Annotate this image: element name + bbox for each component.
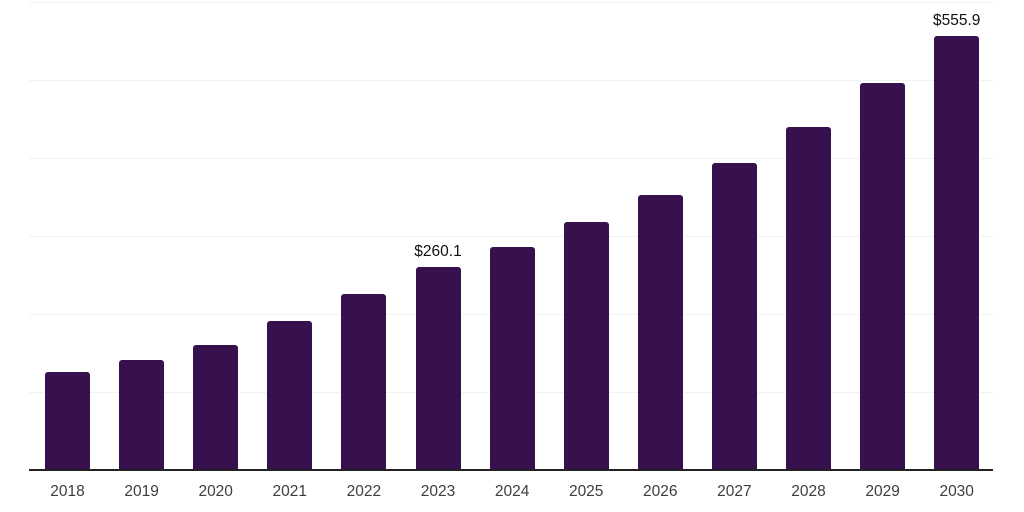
x-tick-2027: 2027 (717, 483, 752, 500)
x-tick-2024: 2024 (494, 483, 530, 500)
x-tick-2025: 2025 (568, 483, 604, 500)
bar-2020 (193, 345, 239, 470)
bar-2029 (860, 83, 906, 470)
gridline-600 (29, 2, 993, 3)
bar-2022 (341, 294, 387, 470)
bar-2019 (119, 360, 165, 470)
x-tick-2018: 2018 (50, 483, 85, 500)
gridline-400 (29, 157, 993, 159)
x-tick-2020: 2020 (198, 483, 233, 500)
data-label-2030: $555.9 (932, 12, 981, 30)
x-tick-2022: 2022 (346, 483, 382, 500)
x-tick-2026: 2026 (643, 483, 678, 500)
gridline-300 (29, 235, 993, 237)
x-tick-2029: 2029 (865, 483, 900, 500)
x-tick-2028: 2028 (791, 483, 826, 500)
data-label-2023: $260.1 (414, 242, 462, 260)
bar-2030 (934, 36, 980, 470)
bar-2024 (489, 246, 535, 470)
x-tick-2021: 2021 (272, 483, 308, 500)
bar-2026 (637, 195, 683, 470)
bar-2021 (267, 321, 313, 470)
bar-2027 (711, 163, 757, 470)
bar-2025 (563, 222, 609, 470)
x-tick-2030: 2030 (939, 483, 974, 500)
gridline-500 (29, 79, 993, 81)
bar-2018 (45, 372, 90, 470)
x-axis-line (29, 469, 993, 471)
x-tick-2019: 2019 (124, 483, 159, 500)
x-tick-2023: 2023 (420, 483, 456, 500)
bar-2028 (786, 126, 831, 470)
bar-2023 (415, 266, 461, 470)
